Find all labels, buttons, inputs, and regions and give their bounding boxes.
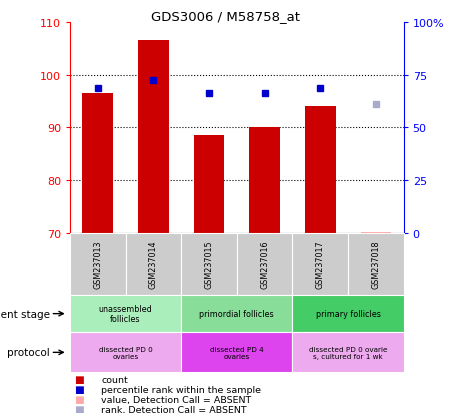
Text: percentile rank within the sample: percentile rank within the sample xyxy=(101,385,262,394)
Text: GSM237017: GSM237017 xyxy=(316,240,325,289)
Text: ■: ■ xyxy=(74,394,84,404)
Text: GSM237015: GSM237015 xyxy=(204,240,213,289)
Text: ■: ■ xyxy=(74,385,84,394)
Bar xyxy=(305,107,336,233)
Text: count: count xyxy=(101,375,128,384)
Text: protocol: protocol xyxy=(7,347,50,358)
Text: primordial follicles: primordial follicles xyxy=(199,309,274,318)
Bar xyxy=(193,136,224,233)
Text: rank, Detection Call = ABSENT: rank, Detection Call = ABSENT xyxy=(101,405,247,413)
Text: primary follicles: primary follicles xyxy=(316,309,381,318)
Text: GSM237013: GSM237013 xyxy=(93,240,102,289)
Text: dissected PD 0
ovaries: dissected PD 0 ovaries xyxy=(99,346,152,359)
Bar xyxy=(249,128,280,233)
Text: value, Detection Call = ABSENT: value, Detection Call = ABSENT xyxy=(101,395,252,404)
Bar xyxy=(83,94,113,233)
Text: ■: ■ xyxy=(74,375,84,385)
Text: dissected PD 0 ovarie
s, cultured for 1 wk: dissected PD 0 ovarie s, cultured for 1 … xyxy=(309,346,387,359)
Text: unassembled
follicles: unassembled follicles xyxy=(99,304,152,323)
Bar xyxy=(138,41,169,233)
Text: ■: ■ xyxy=(74,404,84,413)
Text: dissected PD 4
ovaries: dissected PD 4 ovaries xyxy=(210,346,264,359)
Text: GDS3006 / M58758_at: GDS3006 / M58758_at xyxy=(151,10,300,23)
Text: development stage: development stage xyxy=(0,309,50,319)
Text: GSM237014: GSM237014 xyxy=(149,240,158,289)
Text: GSM237016: GSM237016 xyxy=(260,240,269,289)
Text: GSM237018: GSM237018 xyxy=(371,240,380,289)
